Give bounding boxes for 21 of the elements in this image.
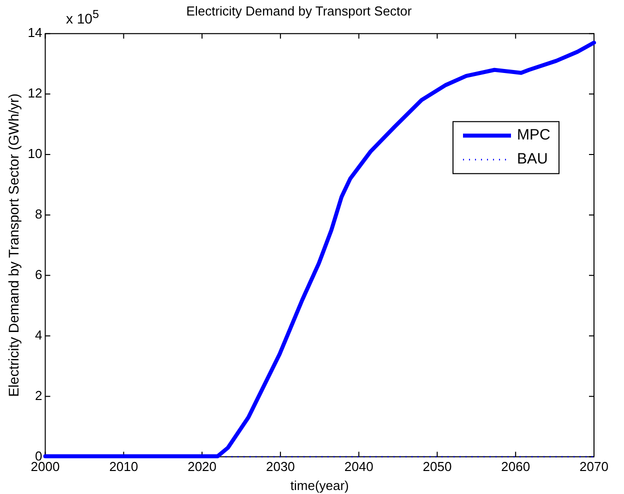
y-tick-label: 0 [35,448,42,464]
y-tick-label: 2 [35,388,42,403]
x-tick-label: 2020 [188,459,217,474]
legend-label: MPC [517,126,550,144]
x-tick-label: 2060 [501,459,530,474]
y-axis-title: Electricity Demand by Transport Sector (GWh/yr) [5,93,22,397]
x-tick-label: 2040 [344,459,374,474]
x-tick-label: 2030 [266,459,295,474]
text: x 10$^{5}$ [66,8,99,27]
x-tick-label: 2010 [109,459,138,474]
x-tick-label: 2070 [580,459,608,474]
y-tick-label: 4 [35,327,42,342]
chart-title: Electricity Demand by Transport Sector [186,3,412,18]
x-axis-title: time(year) [290,478,349,493]
x-tick-label: 2050 [422,459,452,474]
y-tick-label: 8 [35,206,42,222]
y-tick-label: 12 [28,86,42,101]
y-tick-label: 10 [28,146,42,162]
legend-label: BAU [517,150,548,168]
y-tick-label: 14 [28,25,42,40]
y-tick-label: 6 [35,267,42,282]
